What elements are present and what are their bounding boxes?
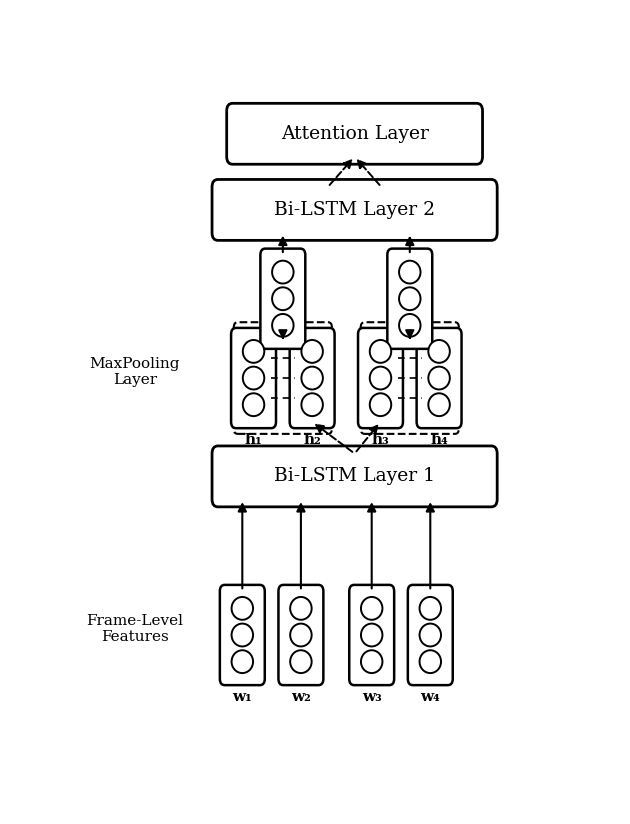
Ellipse shape bbox=[243, 393, 264, 416]
FancyBboxPatch shape bbox=[260, 249, 306, 349]
Ellipse shape bbox=[428, 340, 450, 363]
Ellipse shape bbox=[399, 260, 421, 283]
FancyBboxPatch shape bbox=[278, 585, 323, 685]
Ellipse shape bbox=[301, 340, 323, 363]
Ellipse shape bbox=[370, 367, 391, 390]
Ellipse shape bbox=[272, 260, 294, 283]
FancyBboxPatch shape bbox=[227, 103, 483, 164]
Ellipse shape bbox=[272, 288, 294, 310]
Ellipse shape bbox=[301, 367, 323, 390]
Ellipse shape bbox=[301, 393, 323, 416]
Ellipse shape bbox=[420, 597, 441, 620]
Ellipse shape bbox=[370, 393, 391, 416]
Ellipse shape bbox=[272, 314, 294, 337]
Ellipse shape bbox=[361, 597, 382, 620]
Text: h₂: h₂ bbox=[303, 433, 321, 447]
Ellipse shape bbox=[243, 367, 264, 390]
Ellipse shape bbox=[428, 393, 450, 416]
FancyBboxPatch shape bbox=[290, 328, 335, 428]
Ellipse shape bbox=[428, 367, 450, 390]
Ellipse shape bbox=[290, 624, 312, 647]
Ellipse shape bbox=[243, 340, 264, 363]
Text: Attention Layer: Attention Layer bbox=[281, 124, 428, 143]
Text: w₁: w₁ bbox=[232, 691, 252, 705]
FancyBboxPatch shape bbox=[220, 585, 265, 685]
Ellipse shape bbox=[361, 650, 382, 673]
Ellipse shape bbox=[399, 288, 421, 310]
Ellipse shape bbox=[420, 624, 441, 647]
Text: w₂: w₂ bbox=[291, 691, 311, 705]
Text: Frame-Level
Features: Frame-Level Features bbox=[86, 614, 183, 644]
FancyBboxPatch shape bbox=[212, 180, 497, 241]
FancyBboxPatch shape bbox=[212, 446, 497, 507]
FancyBboxPatch shape bbox=[231, 328, 276, 428]
FancyBboxPatch shape bbox=[408, 585, 453, 685]
Ellipse shape bbox=[290, 650, 312, 673]
Text: h₁: h₁ bbox=[244, 433, 263, 447]
FancyBboxPatch shape bbox=[416, 328, 462, 428]
Ellipse shape bbox=[361, 624, 382, 647]
Text: w₃: w₃ bbox=[362, 691, 382, 705]
Ellipse shape bbox=[290, 597, 312, 620]
Text: Bi-LSTM Layer 2: Bi-LSTM Layer 2 bbox=[274, 201, 435, 219]
Ellipse shape bbox=[420, 650, 441, 673]
FancyBboxPatch shape bbox=[387, 249, 432, 349]
Text: h₄: h₄ bbox=[430, 433, 448, 447]
Text: h₃: h₃ bbox=[372, 433, 389, 447]
Ellipse shape bbox=[399, 314, 421, 337]
Ellipse shape bbox=[232, 597, 253, 620]
Text: w₄: w₄ bbox=[420, 691, 440, 705]
Ellipse shape bbox=[370, 340, 391, 363]
FancyBboxPatch shape bbox=[349, 585, 394, 685]
Ellipse shape bbox=[232, 624, 253, 647]
Text: Bi-LSTM Layer 1: Bi-LSTM Layer 1 bbox=[274, 467, 435, 485]
FancyBboxPatch shape bbox=[358, 328, 403, 428]
Text: MaxPooling
Layer: MaxPooling Layer bbox=[89, 357, 180, 386]
Ellipse shape bbox=[232, 650, 253, 673]
